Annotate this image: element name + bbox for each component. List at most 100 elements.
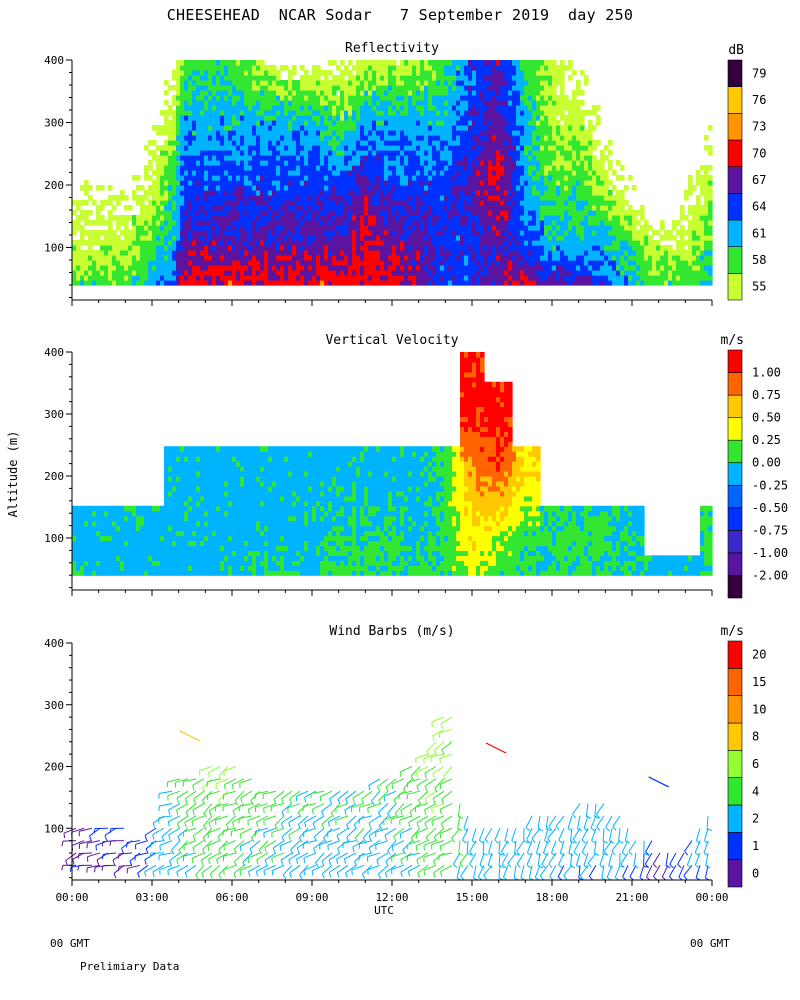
heatmap-cell bbox=[520, 205, 525, 211]
heatmap-cell bbox=[464, 65, 469, 71]
heatmap-cell bbox=[368, 175, 373, 181]
heatmap-cell bbox=[352, 215, 357, 221]
heatmap-cell bbox=[356, 270, 361, 276]
heatmap-cell bbox=[552, 120, 557, 126]
heatmap-cell bbox=[572, 235, 577, 241]
heatmap-cell bbox=[264, 225, 269, 231]
heatmap-cell bbox=[360, 105, 365, 111]
heatmap-cell bbox=[396, 225, 401, 231]
heatmap-cell bbox=[144, 210, 149, 216]
heatmap-cell bbox=[464, 275, 469, 281]
heatmap-cell bbox=[456, 105, 461, 111]
heatmap-cell bbox=[256, 220, 261, 226]
heatmap-cell bbox=[508, 230, 513, 236]
heatmap-cell bbox=[220, 85, 225, 91]
heatmap-cell bbox=[148, 165, 153, 171]
heatmap-cell bbox=[436, 75, 441, 81]
heatmap-cell bbox=[196, 240, 201, 246]
heatmap-cell bbox=[268, 90, 273, 96]
heatmap-cell bbox=[224, 210, 229, 216]
heatmap-cell bbox=[432, 150, 437, 156]
heatmap-cell bbox=[152, 180, 157, 186]
heatmap-cell bbox=[532, 235, 537, 241]
heatmap-cell bbox=[536, 145, 541, 151]
heatmap-cell bbox=[420, 125, 425, 131]
heatmap-cell bbox=[312, 120, 317, 126]
heatmap-cell bbox=[420, 140, 425, 146]
heatmap-cell bbox=[532, 100, 537, 106]
heatmap-cell bbox=[340, 200, 345, 206]
heatmap-cell bbox=[92, 265, 97, 271]
heatmap-cell bbox=[356, 70, 361, 76]
heatmap-cell bbox=[560, 90, 565, 96]
heatmap-cell bbox=[228, 225, 233, 231]
heatmap-cell bbox=[560, 155, 565, 161]
heatmap-cell bbox=[272, 140, 277, 146]
heatmap-cell bbox=[180, 65, 185, 71]
heatmap-cell bbox=[76, 215, 81, 221]
heatmap-cell bbox=[472, 70, 477, 76]
heatmap-cell bbox=[472, 175, 477, 181]
heatmap-cell bbox=[188, 135, 193, 141]
heatmap-cell bbox=[560, 275, 565, 281]
heatmap-cell bbox=[460, 245, 465, 251]
heatmap-cell bbox=[128, 255, 133, 261]
heatmap-cell bbox=[344, 265, 349, 271]
heatmap-cell bbox=[140, 195, 145, 201]
heatmap-cell bbox=[452, 185, 457, 191]
heatmap-cell bbox=[424, 225, 429, 231]
heatmap-cell bbox=[476, 220, 481, 226]
heatmap-cell bbox=[216, 85, 221, 91]
heatmap-cell bbox=[172, 265, 177, 271]
heatmap-cell bbox=[284, 240, 289, 246]
heatmap-cell bbox=[476, 215, 481, 221]
heatmap-cell bbox=[348, 95, 353, 101]
heatmap-cell bbox=[440, 155, 445, 161]
heatmap-cell bbox=[460, 100, 465, 106]
heatmap-cell bbox=[492, 60, 497, 66]
heatmap-cell bbox=[256, 150, 261, 156]
heatmap-cell bbox=[316, 110, 321, 116]
heatmap-cell bbox=[156, 240, 161, 246]
heatmap-cell bbox=[152, 190, 157, 196]
heatmap-cell bbox=[212, 210, 217, 216]
heatmap-cell bbox=[196, 115, 201, 121]
heatmap-cell bbox=[448, 195, 453, 201]
heatmap-cell bbox=[348, 205, 353, 211]
heatmap-cell bbox=[472, 155, 477, 161]
heatmap-cell bbox=[280, 190, 285, 196]
heatmap-cell bbox=[444, 265, 449, 271]
heatmap-cell bbox=[344, 205, 349, 211]
heatmap-cell bbox=[260, 280, 265, 286]
heatmap-cell bbox=[172, 225, 177, 231]
heatmap-cell bbox=[272, 260, 277, 266]
heatmap-cell bbox=[208, 225, 213, 231]
heatmap-cell bbox=[200, 90, 205, 96]
heatmap-cell bbox=[296, 105, 301, 111]
heatmap-cell bbox=[364, 270, 369, 276]
heatmap-cell bbox=[520, 80, 525, 86]
heatmap-cell bbox=[432, 65, 437, 71]
heatmap-cell bbox=[516, 110, 521, 116]
heatmap-cell bbox=[248, 245, 253, 251]
heatmap-cell bbox=[208, 235, 213, 241]
heatmap-cell bbox=[280, 125, 285, 131]
heatmap-cell bbox=[332, 255, 337, 261]
heatmap-cell bbox=[500, 180, 505, 186]
heatmap-cell bbox=[572, 270, 577, 276]
heatmap-cell bbox=[540, 95, 545, 101]
heatmap-cell bbox=[484, 205, 489, 211]
heatmap-cell bbox=[548, 270, 553, 276]
heatmap-cell bbox=[384, 230, 389, 236]
heatmap-cell bbox=[460, 175, 465, 181]
heatmap-cell bbox=[436, 235, 441, 241]
heatmap-cell bbox=[336, 170, 341, 176]
heatmap-cell bbox=[176, 160, 181, 166]
heatmap-cell bbox=[512, 195, 517, 201]
heatmap-cell bbox=[284, 270, 289, 276]
heatmap-cell bbox=[176, 240, 181, 246]
heatmap-cell bbox=[556, 105, 561, 111]
heatmap-cell bbox=[268, 110, 273, 116]
heatmap-cell bbox=[188, 160, 193, 166]
heatmap-cell bbox=[320, 190, 325, 196]
